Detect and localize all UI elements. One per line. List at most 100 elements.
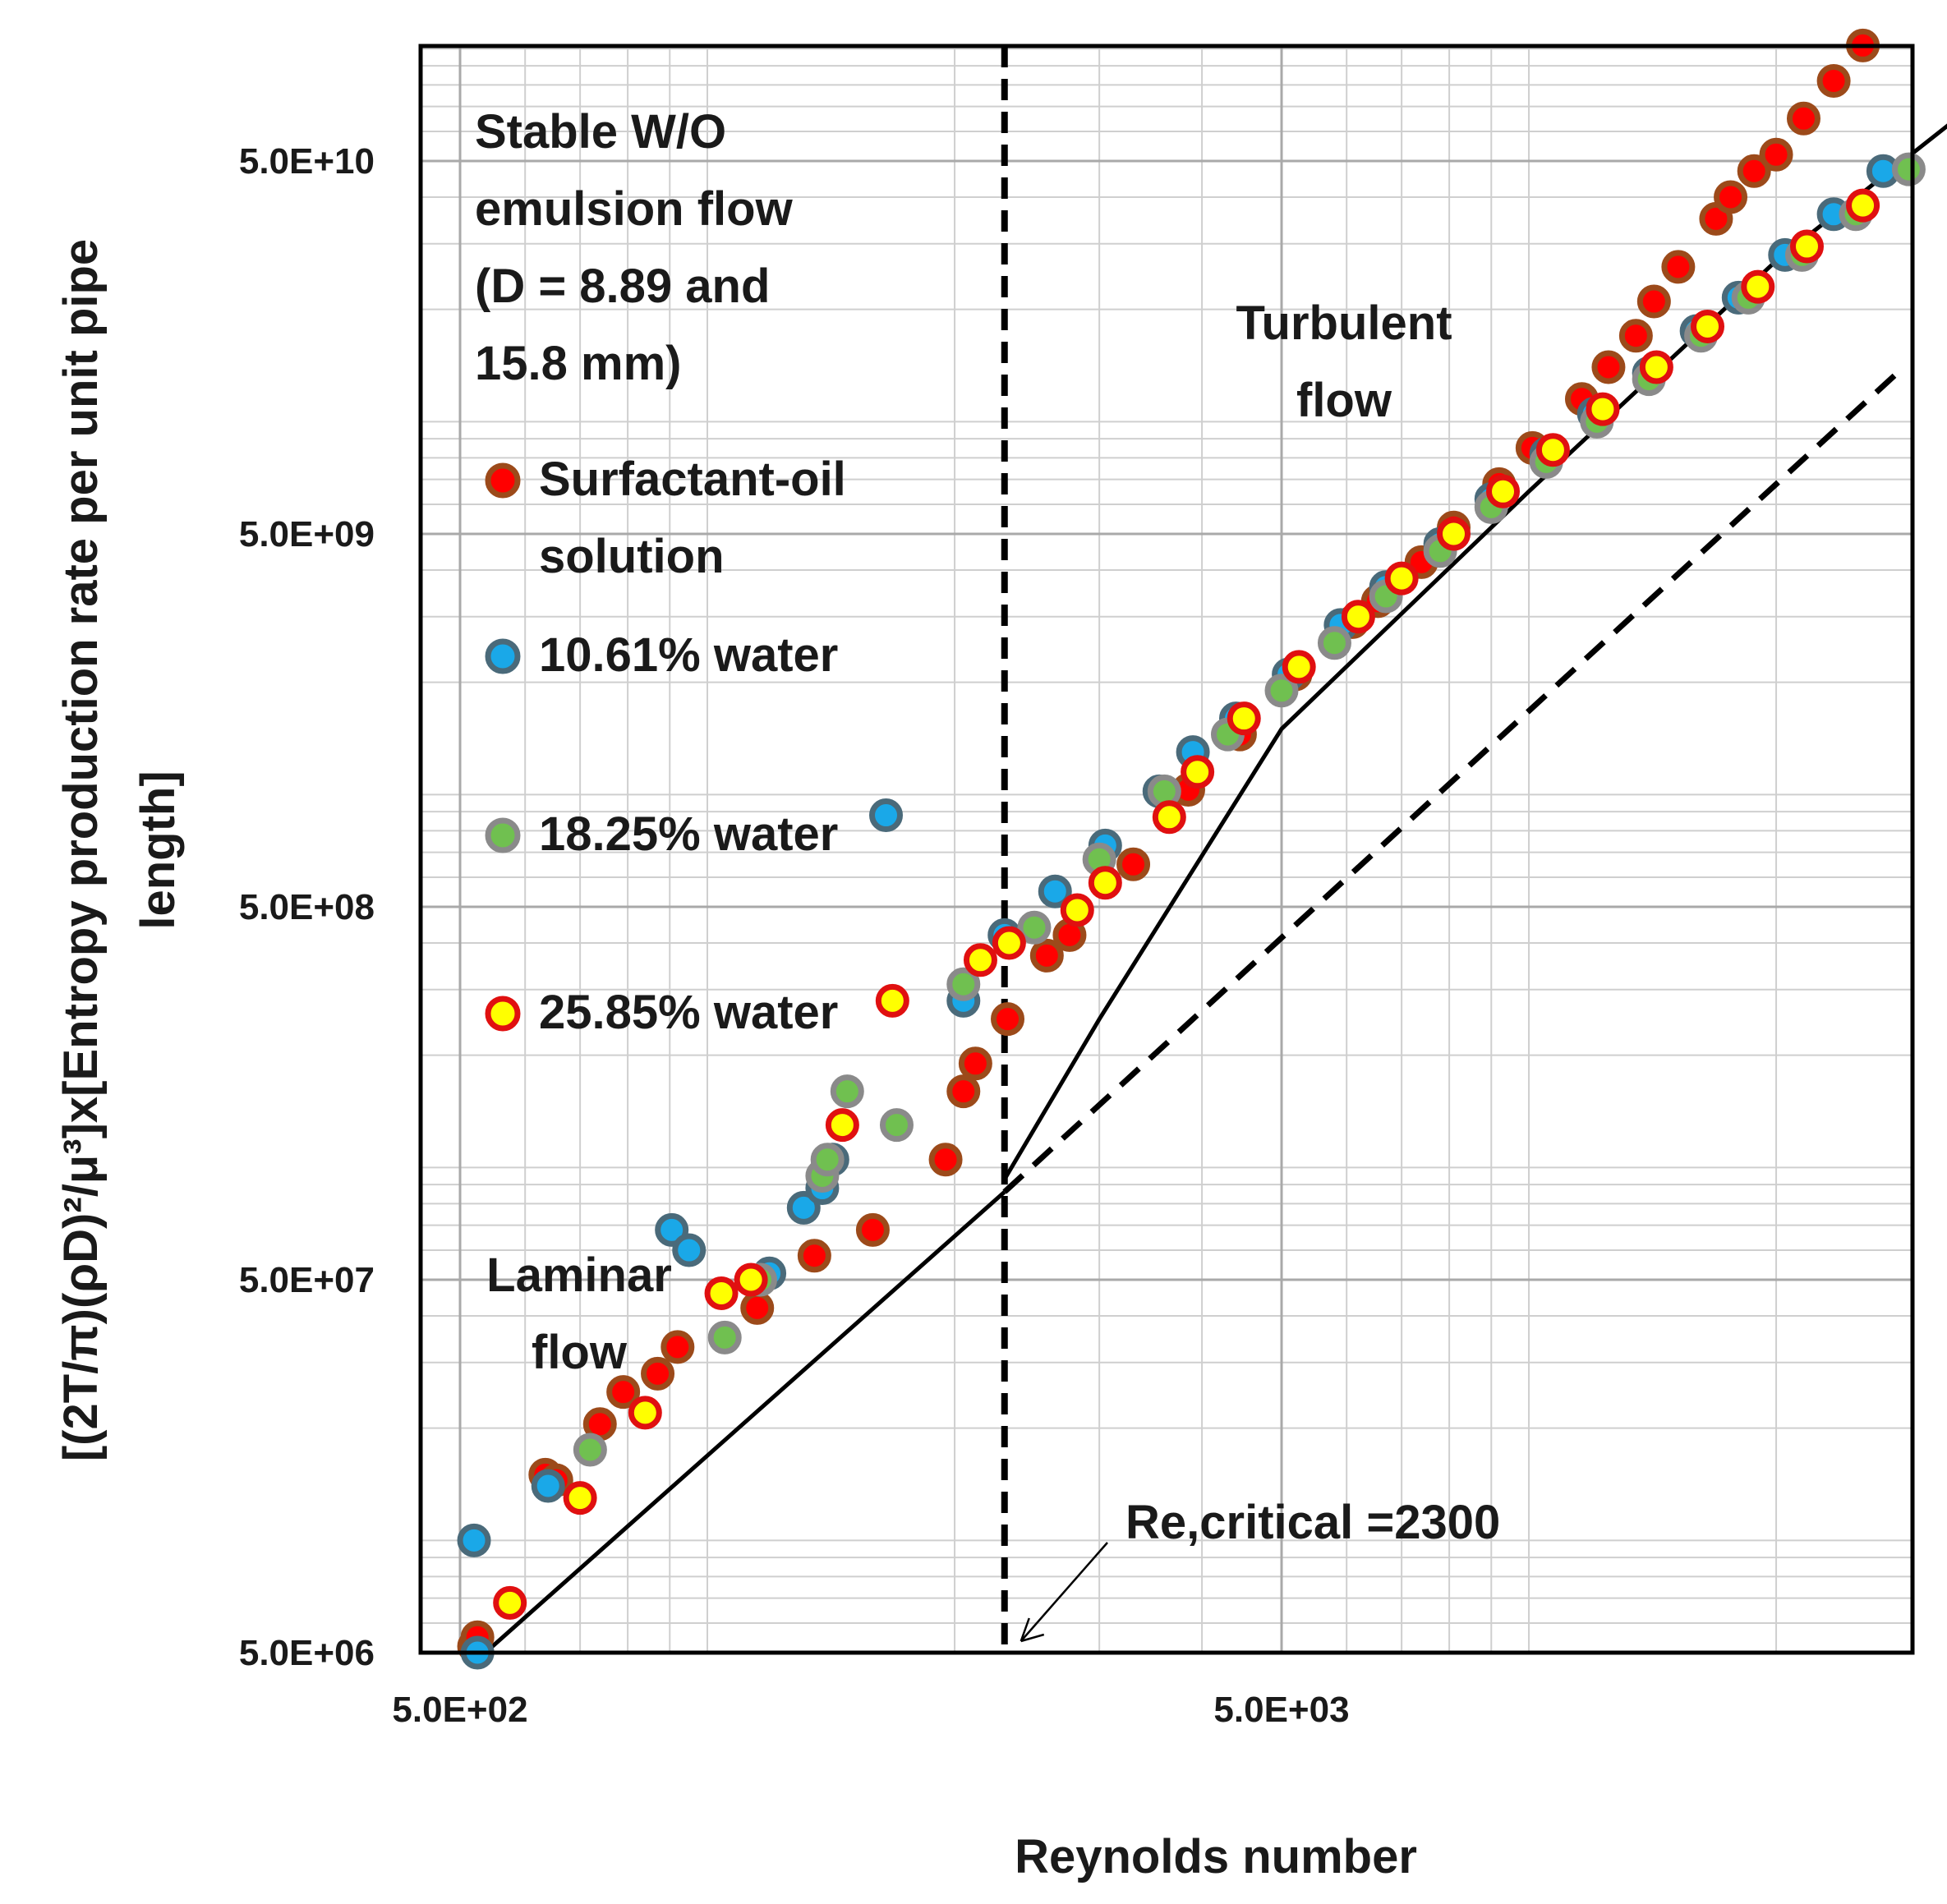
y-axis-title: length]: [131, 770, 185, 929]
data-point: [1341, 600, 1375, 634]
x-tick-label: 5.0E+02: [392, 1690, 527, 1730]
data-point: [1741, 269, 1775, 304]
data-point: [1591, 350, 1626, 384]
legend-marker: [485, 996, 521, 1032]
annotations: Stable W/O emulsion flow (D = 8.89 and 15.8…: [475, 105, 1500, 1643]
data-point: [946, 967, 981, 1001]
critical-arrow-shaft: [1020, 1542, 1108, 1642]
data-point: [1846, 188, 1880, 223]
data-point: [946, 1074, 981, 1109]
laminar-label: flow: [532, 1326, 628, 1379]
legend-label: 10.61% water: [539, 628, 838, 682]
data-point: [1618, 319, 1653, 353]
turbulent-trend-line: [1002, 123, 1947, 1180]
data-point: [672, 1233, 707, 1267]
data-point: [963, 943, 997, 977]
data-point: [734, 1262, 768, 1297]
data-point: [1714, 180, 1748, 214]
data-point: [1038, 874, 1072, 908]
data-point: [457, 1523, 491, 1557]
plot-frame: [418, 44, 1915, 1655]
chart-title-line: (D = 8.89 and: [475, 260, 770, 313]
data-point: [786, 1190, 821, 1225]
data-point: [493, 1585, 527, 1620]
legend-label: 18.25% water: [539, 807, 838, 861]
y-tick-label: 5.0E+07: [239, 1260, 375, 1300]
data-point: [1264, 674, 1299, 708]
data-point: [810, 1143, 845, 1177]
legend-label: 25.85% water: [539, 986, 838, 1039]
data-point: [875, 983, 909, 1018]
data-point: [1535, 433, 1570, 467]
data-point: [1088, 866, 1122, 900]
data-point: [1181, 755, 1215, 789]
data-point: [1816, 63, 1851, 98]
legend-marker: [485, 817, 521, 853]
turbulent-label: flow: [1296, 374, 1392, 427]
data-point: [830, 1074, 864, 1109]
data-point: [1317, 626, 1351, 660]
data-point: [1737, 154, 1771, 188]
laminar-label: Laminar: [486, 1249, 672, 1302]
chart-title-line: Stable W/O: [475, 105, 726, 159]
critical-re-label: Re,critical =2300: [1125, 1496, 1500, 1549]
data-points: [457, 28, 1926, 1670]
data-point: [991, 1002, 1025, 1037]
y-tick-label: 5.0E+10: [239, 141, 375, 182]
data-point: [531, 1469, 565, 1503]
x-axis-title: Reynolds number: [1015, 1830, 1417, 1883]
data-point: [1789, 229, 1824, 264]
data-point: [1437, 517, 1471, 551]
reference-lines: [472, 46, 1947, 1665]
data-point: [1017, 910, 1052, 945]
data-point: [628, 1396, 662, 1430]
data-point: [606, 1375, 641, 1410]
data-point: [1586, 392, 1620, 426]
data-point: [855, 1212, 890, 1247]
data-point: [1759, 137, 1793, 172]
series-4: [493, 188, 1880, 1620]
data-point: [641, 1356, 675, 1391]
legend-label: solution: [539, 530, 725, 583]
y-axis-title: [(2T/π)(ρD)²/μ³]x[Entropy production rat…: [54, 239, 108, 1461]
turbulent-label: Turbulent: [1236, 297, 1452, 350]
data-point: [1636, 284, 1671, 319]
data-point: [928, 1143, 963, 1177]
y-tick-label: 5.0E+09: [239, 514, 375, 554]
data-point: [1691, 309, 1725, 343]
legend-label: Surfactant-oil: [539, 453, 846, 506]
data-point: [1661, 250, 1696, 284]
axis-labels: 5.0E+02 5.0E+03 5.0E+06 5.0E+07 5.0E+08 5.0E+…: [54, 141, 1417, 1883]
legend: Surfactant-oil solution 10.61% water 18.25%…: [485, 453, 846, 1039]
data-point: [707, 1320, 742, 1354]
data-point: [1639, 350, 1673, 384]
legend-marker: [485, 638, 521, 674]
major-gridlines: [421, 46, 1912, 1653]
data-point: [1486, 474, 1521, 508]
data-point: [1891, 152, 1926, 186]
data-point: [825, 1108, 859, 1143]
data-point: [1116, 847, 1151, 881]
data-point: [1152, 800, 1186, 835]
data-point: [1029, 938, 1064, 973]
data-point: [1282, 650, 1316, 684]
data-point: [1227, 701, 1261, 736]
legend-marker: [485, 462, 521, 499]
x-tick-label: 5.0E+03: [1213, 1690, 1349, 1730]
chart-title-line: 15.8 mm): [475, 337, 681, 390]
data-point: [661, 1330, 695, 1364]
critical-arrow-head: [1020, 1617, 1045, 1643]
data-point: [797, 1239, 831, 1273]
data-point: [740, 1290, 775, 1325]
laminar-extrapolation-line: [1002, 367, 1903, 1194]
data-point: [1384, 561, 1419, 596]
y-tick-label: 5.0E+08: [239, 887, 375, 927]
chart-title-line: emulsion flow: [475, 182, 794, 236]
data-point: [879, 1108, 914, 1143]
data-point: [1786, 101, 1820, 136]
data-point: [1060, 893, 1094, 927]
data-point: [704, 1276, 739, 1310]
y-tick-label: 5.0E+06: [239, 1633, 375, 1673]
data-point: [573, 1433, 607, 1467]
